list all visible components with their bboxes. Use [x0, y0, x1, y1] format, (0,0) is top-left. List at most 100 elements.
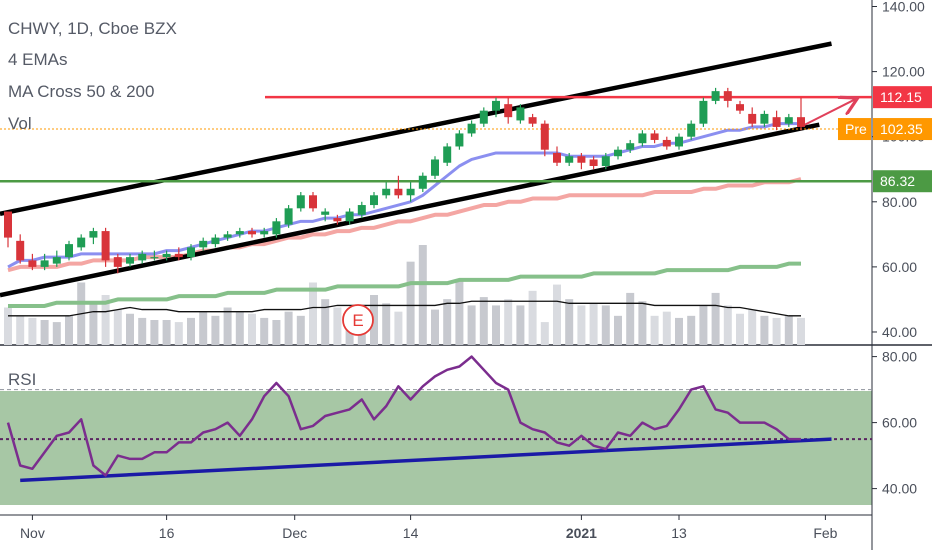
volume-bar [187, 317, 195, 345]
candle-body [89, 231, 98, 238]
volume-bar [650, 315, 659, 345]
legend-rsi[interactable]: RSI [8, 370, 36, 389]
time-tick-label: Feb [813, 525, 837, 541]
volume-ma-line [8, 300, 801, 317]
candle-body [601, 156, 610, 166]
channel-lower-line [0, 122, 820, 298]
candle-body [28, 260, 37, 267]
volume-bar [748, 309, 757, 345]
legend-ma-cross[interactable]: MA Cross 50 & 200 [8, 82, 154, 101]
volume-bar [553, 284, 561, 345]
volume-bar [211, 315, 220, 345]
volume-bar [540, 322, 549, 345]
volume-bar [675, 317, 683, 345]
candle-body [223, 234, 232, 238]
candle-body [16, 240, 25, 261]
time-tick-label: Nov [20, 525, 45, 541]
volume-bar [199, 311, 208, 345]
price-tick-label: 140.00 [882, 0, 925, 15]
volume-bar [284, 311, 293, 345]
volume-bar [40, 320, 49, 345]
volume-bar [504, 299, 513, 345]
volume-bar [711, 292, 720, 345]
volume-bar [52, 322, 61, 345]
candle-body [736, 104, 744, 111]
volume-bar [626, 292, 635, 345]
rsi-tick-label: 80.00 [882, 349, 917, 365]
candle-body [187, 247, 195, 258]
candle-body [272, 221, 281, 235]
volume-bar [333, 307, 342, 345]
candle-body [797, 117, 805, 127]
candle-body [431, 159, 439, 176]
volume-bar [467, 305, 476, 345]
volume-bar [296, 315, 305, 345]
projection-arrow [804, 99, 856, 126]
rsi-tick-label: 60.00 [882, 415, 917, 431]
time-tick-label: 13 [671, 525, 687, 541]
volume-bar [101, 295, 110, 345]
volume-bar [113, 309, 122, 345]
volume-bar [797, 317, 805, 345]
price-tag [873, 86, 932, 109]
volume-bar [65, 315, 73, 345]
price-tag [873, 170, 932, 193]
price-tag-value: 86.32 [880, 173, 915, 189]
volume-bar [126, 313, 134, 345]
chart-title[interactable]: CHWY, 1D, Cboe BZX [8, 19, 177, 38]
candle-body [235, 231, 244, 235]
candle-body [711, 91, 720, 101]
candle-body [650, 133, 659, 140]
volume-bar [138, 317, 147, 345]
trend-drawings [0, 41, 872, 298]
volume-bar [309, 282, 317, 345]
volume-bar [223, 307, 232, 345]
candle-body [443, 146, 452, 163]
time-tick-label: Dec [282, 525, 307, 541]
candle-body [455, 133, 464, 147]
volume-bar [272, 320, 281, 345]
candle-body [150, 257, 159, 259]
candle-body [418, 175, 427, 189]
volume-bar [638, 301, 647, 345]
volume-bar [760, 315, 769, 345]
candle-body [321, 211, 330, 215]
volume-bar [28, 317, 37, 345]
volume-bars [4, 245, 805, 345]
candle-body [357, 205, 366, 215]
volume-bar [16, 315, 25, 345]
volume-bar [321, 299, 330, 345]
candle-body [675, 136, 683, 147]
candle-body [406, 188, 415, 196]
candle-body [699, 100, 708, 124]
volume-bar [150, 320, 159, 345]
earnings-marker[interactable]: E [342, 304, 374, 336]
candle-body [723, 91, 732, 101]
price-tick-label: 40.00 [882, 324, 917, 340]
volume-bar [565, 299, 574, 345]
candle-body [760, 113, 769, 124]
ma-200-line [8, 261, 801, 308]
legend-vol[interactable]: Vol [8, 114, 32, 133]
volume-ma [8, 300, 801, 317]
volume-bar [162, 320, 171, 345]
volume-bar [601, 305, 610, 345]
candle-body [687, 123, 696, 137]
volume-bar [4, 307, 12, 345]
candle-body [370, 195, 378, 206]
volume-bar [699, 305, 708, 345]
price-tag [873, 118, 932, 141]
volume-bar [260, 317, 269, 345]
volume-bar [589, 303, 598, 345]
legend-4-emas[interactable]: 4 EMAs [8, 50, 68, 69]
volume-bar [723, 305, 732, 345]
candle-body [479, 110, 488, 124]
time-tick-label: 16 [159, 525, 175, 541]
candle-body [626, 143, 635, 150]
candle-body [577, 156, 586, 163]
candle-body [162, 253, 171, 258]
volume-bar [455, 280, 464, 345]
candle-body [528, 117, 537, 124]
volume-bar [614, 315, 622, 345]
